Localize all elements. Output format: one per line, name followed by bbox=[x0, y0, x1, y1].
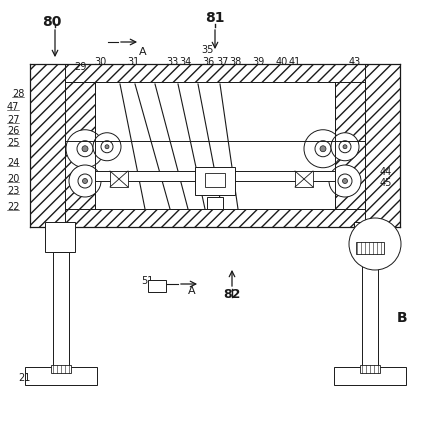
Bar bbox=[95, 171, 335, 181]
Bar bbox=[25, 367, 97, 385]
Text: 25: 25 bbox=[7, 138, 19, 148]
Text: 40: 40 bbox=[276, 57, 288, 67]
Text: 23: 23 bbox=[7, 186, 19, 196]
Bar bbox=[51, 365, 71, 373]
Circle shape bbox=[339, 141, 351, 153]
Text: 24: 24 bbox=[7, 158, 19, 168]
Text: 44: 44 bbox=[380, 167, 392, 177]
Bar bbox=[207, 197, 223, 209]
Bar bbox=[65, 82, 365, 209]
Text: 29: 29 bbox=[74, 62, 86, 72]
Circle shape bbox=[101, 141, 113, 153]
Bar bbox=[205, 173, 225, 187]
Text: 26: 26 bbox=[7, 126, 19, 136]
Text: A: A bbox=[139, 47, 147, 57]
Text: B: B bbox=[397, 311, 407, 325]
Bar bbox=[53, 252, 69, 367]
Text: 82: 82 bbox=[223, 289, 241, 301]
Text: 30: 30 bbox=[94, 57, 106, 67]
Text: 27: 27 bbox=[7, 115, 19, 125]
Text: 41: 41 bbox=[289, 57, 301, 67]
Circle shape bbox=[343, 145, 347, 149]
Text: 47: 47 bbox=[7, 102, 19, 112]
Circle shape bbox=[93, 133, 121, 161]
Text: 31: 31 bbox=[127, 57, 139, 67]
Circle shape bbox=[83, 179, 87, 184]
Circle shape bbox=[82, 146, 88, 152]
Text: 80: 80 bbox=[42, 15, 61, 29]
Circle shape bbox=[304, 130, 342, 168]
Circle shape bbox=[343, 179, 347, 184]
Text: A: A bbox=[188, 286, 196, 296]
Bar bbox=[356, 242, 384, 254]
Text: 38: 38 bbox=[229, 57, 241, 67]
Circle shape bbox=[66, 130, 104, 168]
Text: 34: 34 bbox=[179, 57, 191, 67]
Bar bbox=[365, 64, 400, 227]
Text: 37: 37 bbox=[216, 57, 228, 67]
Text: 20: 20 bbox=[7, 174, 19, 184]
Circle shape bbox=[78, 174, 92, 188]
Bar bbox=[195, 167, 235, 195]
Circle shape bbox=[320, 146, 326, 152]
Bar bbox=[354, 222, 384, 252]
Bar bbox=[360, 365, 380, 373]
Circle shape bbox=[329, 165, 361, 197]
Bar bbox=[30, 209, 400, 227]
Circle shape bbox=[331, 133, 359, 161]
Bar bbox=[335, 82, 365, 209]
Bar bbox=[295, 171, 313, 187]
Text: 22: 22 bbox=[7, 202, 19, 212]
Circle shape bbox=[349, 218, 401, 270]
Text: 36: 36 bbox=[202, 57, 214, 67]
Circle shape bbox=[77, 141, 93, 157]
Text: 51: 51 bbox=[141, 276, 153, 286]
Text: 45: 45 bbox=[380, 178, 392, 188]
Text: 28: 28 bbox=[12, 89, 24, 99]
Circle shape bbox=[105, 145, 109, 149]
Circle shape bbox=[69, 165, 101, 197]
Bar bbox=[334, 367, 406, 385]
Bar bbox=[30, 64, 65, 227]
Text: 35: 35 bbox=[201, 45, 213, 55]
Bar bbox=[45, 222, 75, 252]
Text: 43: 43 bbox=[349, 57, 361, 67]
Bar bbox=[110, 171, 128, 187]
Text: 39: 39 bbox=[252, 57, 264, 67]
Circle shape bbox=[338, 174, 352, 188]
Text: 81: 81 bbox=[205, 11, 225, 25]
Text: 33: 33 bbox=[166, 57, 178, 67]
Bar bbox=[148, 280, 166, 292]
Circle shape bbox=[315, 141, 331, 157]
Bar bbox=[65, 82, 95, 209]
Bar bbox=[362, 252, 378, 367]
Bar bbox=[30, 64, 400, 82]
Text: 21: 21 bbox=[18, 373, 30, 383]
